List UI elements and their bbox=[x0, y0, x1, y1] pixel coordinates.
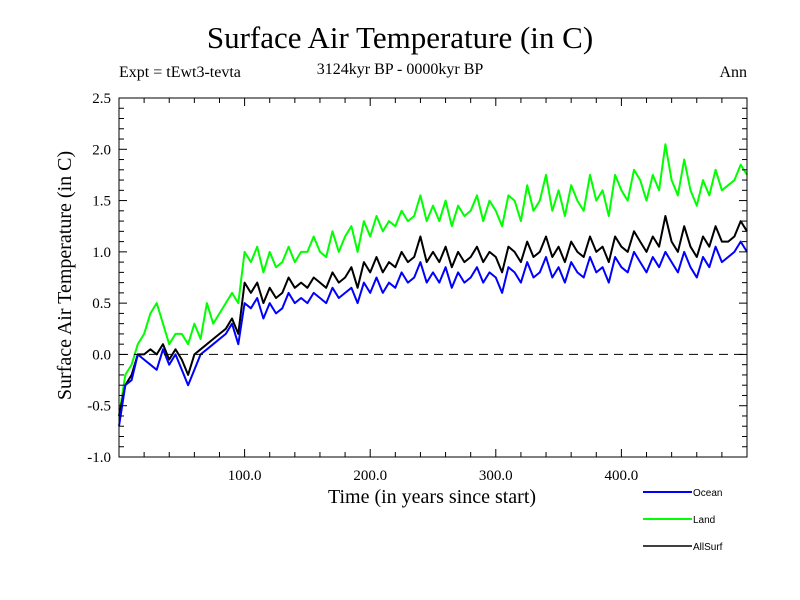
series-line-ocean bbox=[118, 240, 748, 427]
y-tick-label: 1.5 bbox=[92, 194, 111, 210]
x-tick-label: 200.0 bbox=[353, 468, 387, 484]
y-tick-label: 2.0 bbox=[92, 142, 111, 158]
y-tick-label: 1.0 bbox=[92, 245, 111, 261]
chart-title: Surface Air Temperature (in C) bbox=[206, 20, 594, 55]
x-axis-title: Time (in years since start) bbox=[328, 486, 536, 508]
x-tick-label: 400.0 bbox=[605, 468, 639, 484]
y-axis-title: Surface Air Temperature (in C) bbox=[54, 151, 76, 400]
y-tick-label: 2.5 bbox=[92, 91, 111, 107]
legend-label-allsurf: AllSurf bbox=[693, 542, 723, 553]
season-label: Ann bbox=[719, 64, 747, 81]
legend-label-ocean: Ocean bbox=[693, 488, 722, 499]
plot-frame bbox=[118, 97, 748, 458]
experiment-label: Expt = tEwt3-tevta bbox=[119, 64, 241, 81]
y-tick-label: -0.5 bbox=[87, 399, 111, 415]
tick-labels-layer: 100.0 200.0 300.0 400.0 -1.0 -0.5 0.0 0.5 1.0 1.5… bbox=[87, 91, 638, 484]
period-label: 3124kyr BP - 0000kyr BP bbox=[316, 61, 484, 78]
series-line-allsurf bbox=[118, 215, 748, 417]
x-tick-label: 100.0 bbox=[228, 468, 262, 484]
y-tick-label: -1.0 bbox=[87, 450, 111, 466]
legend: Ocean Land AllSurf bbox=[643, 488, 723, 553]
legend-label-land: Land bbox=[693, 515, 715, 526]
series-layer bbox=[118, 143, 748, 427]
x-tick-label: 300.0 bbox=[479, 468, 513, 484]
y-tick-label: 0.0 bbox=[92, 347, 111, 363]
ticks-layer bbox=[119, 98, 747, 457]
series-line-land bbox=[118, 143, 748, 417]
y-tick-label: 0.5 bbox=[92, 296, 111, 312]
